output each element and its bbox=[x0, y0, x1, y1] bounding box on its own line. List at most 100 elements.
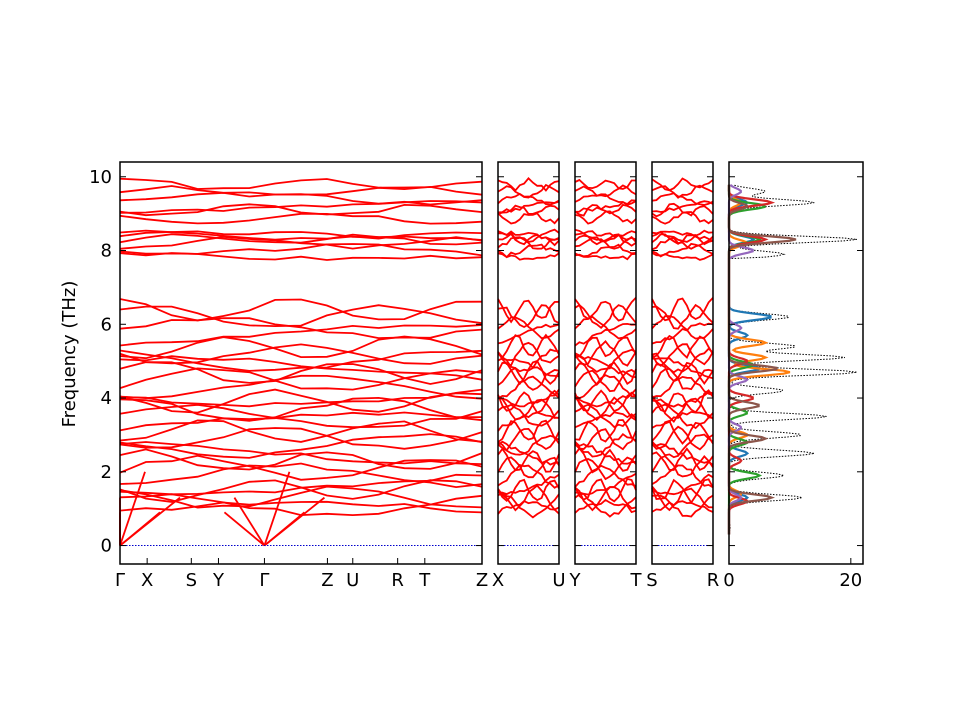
phonon-band bbox=[651, 473, 714, 496]
phonon-band bbox=[574, 322, 637, 347]
phonon-band bbox=[574, 446, 637, 474]
phonon-band bbox=[574, 472, 637, 496]
phonon-band bbox=[119, 349, 483, 372]
phonon-band bbox=[119, 200, 483, 214]
phonon-band bbox=[574, 441, 637, 465]
phonon-band bbox=[651, 389, 714, 414]
phonon-band bbox=[651, 500, 714, 513]
phonon-band bbox=[574, 203, 637, 217]
kpoint-label: U bbox=[552, 570, 565, 591]
kpoint-label: X bbox=[492, 570, 504, 591]
phonon-band bbox=[497, 492, 560, 519]
phonon-band bbox=[574, 419, 637, 443]
phonon-band bbox=[119, 355, 483, 381]
phonon-band bbox=[497, 463, 560, 489]
panel-frame bbox=[497, 161, 560, 565]
phonon-band bbox=[651, 315, 714, 340]
phonon-band bbox=[497, 375, 560, 400]
dos-x-tick-label: 20 bbox=[839, 570, 862, 591]
y-axis-label: Frequency (THz) bbox=[59, 281, 80, 428]
phonon-band bbox=[497, 427, 560, 452]
phonon-band bbox=[574, 403, 637, 429]
phonon-band bbox=[574, 336, 637, 358]
phonon-band bbox=[497, 298, 560, 324]
phonon-band bbox=[119, 448, 483, 471]
phonon-band bbox=[497, 397, 560, 421]
phonon-band bbox=[651, 347, 714, 374]
kpoint-label: S bbox=[186, 570, 197, 591]
phonon-band bbox=[119, 324, 483, 347]
phonon-band bbox=[119, 419, 483, 443]
phonon-band bbox=[574, 432, 637, 458]
phonon-band bbox=[651, 177, 714, 192]
kpoint-label: Z bbox=[476, 570, 488, 591]
panel-frame bbox=[119, 161, 483, 565]
phonon-band bbox=[574, 388, 637, 408]
phonon-band bbox=[574, 456, 637, 481]
phonon-band bbox=[497, 403, 560, 427]
phonon-band bbox=[574, 178, 636, 190]
phonon-band bbox=[119, 433, 483, 459]
phonon-band bbox=[497, 333, 560, 359]
y-tick-label: 2 bbox=[101, 462, 112, 483]
phonon-band bbox=[651, 390, 714, 408]
phonon-band bbox=[119, 298, 483, 322]
phonon-band bbox=[497, 316, 560, 340]
phonon-band bbox=[651, 433, 714, 459]
phonon-band bbox=[497, 447, 560, 473]
phonon-band bbox=[574, 428, 637, 451]
phonon-band bbox=[497, 440, 560, 466]
phonon-band bbox=[119, 479, 483, 503]
phonon-band bbox=[651, 202, 714, 218]
kpoint-label: Z bbox=[321, 570, 333, 591]
dos-panel: 0 20 bbox=[723, 161, 864, 591]
phonon-band bbox=[119, 212, 483, 225]
acoustic-branch bbox=[119, 496, 181, 547]
phonon-band bbox=[119, 233, 483, 246]
phonon-band bbox=[119, 493, 483, 517]
phonon-band bbox=[497, 500, 560, 515]
phonon-band bbox=[651, 464, 714, 489]
phonon-band bbox=[651, 397, 714, 424]
dos-frame bbox=[728, 161, 864, 565]
phonon-band bbox=[119, 361, 483, 385]
phonon-band bbox=[574, 348, 637, 373]
phonon-band bbox=[119, 388, 483, 414]
phonon-band bbox=[497, 228, 560, 243]
phonon-band bbox=[497, 411, 560, 432]
phonon-band bbox=[574, 315, 637, 340]
phonon-band bbox=[119, 229, 483, 241]
phonon-band bbox=[497, 212, 560, 225]
phonon-band bbox=[119, 317, 483, 340]
phonon-band bbox=[651, 242, 714, 257]
phonon-band bbox=[574, 193, 637, 206]
acoustic-branch bbox=[223, 511, 266, 547]
phonon-band bbox=[574, 340, 637, 367]
phonon-band bbox=[574, 361, 637, 386]
y-tick-label: 8 bbox=[101, 241, 112, 262]
phonon-band bbox=[651, 192, 714, 206]
phonon-band bbox=[574, 389, 637, 413]
phonon-band bbox=[651, 375, 714, 399]
acoustic-branch bbox=[263, 496, 325, 547]
phonon-band bbox=[119, 177, 483, 190]
phonon-band bbox=[119, 473, 483, 496]
phonon-band bbox=[497, 473, 560, 496]
kpoint-label: S bbox=[646, 570, 657, 591]
phonon-band bbox=[119, 485, 483, 509]
kpoint-label: X bbox=[141, 570, 153, 591]
phonon-band bbox=[119, 243, 483, 257]
y-tick-label: 0 bbox=[101, 536, 112, 557]
phonon-band bbox=[651, 200, 714, 213]
phonon-band bbox=[497, 357, 560, 378]
phonon-band bbox=[119, 454, 483, 481]
phonon-band bbox=[497, 243, 560, 259]
phonon-band bbox=[497, 232, 560, 247]
kpoint-label: T bbox=[630, 570, 643, 591]
phonon-band bbox=[574, 243, 637, 258]
phonon-band bbox=[574, 486, 637, 512]
